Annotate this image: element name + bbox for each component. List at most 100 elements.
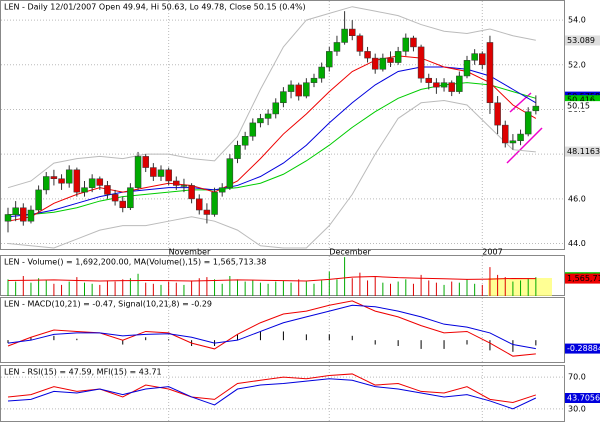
macd-frame <box>0 297 565 363</box>
candle-body <box>65 169 73 184</box>
candle-body <box>517 133 524 142</box>
candle-body <box>111 194 119 202</box>
rsi-tick-label: 30.0 <box>568 404 586 413</box>
x-tick-label: November <box>169 248 211 257</box>
value-tag: -0.28884 <box>567 344 600 353</box>
candle-body <box>356 35 364 52</box>
candle-body <box>502 124 509 144</box>
candle-body <box>387 57 394 63</box>
candle-body <box>35 189 42 211</box>
candle-body <box>73 169 81 193</box>
candle-body <box>425 77 432 83</box>
candle-body <box>4 214 12 222</box>
candle-body <box>456 75 463 92</box>
value-tag-bg <box>565 146 600 157</box>
value-tag-bg <box>565 343 600 354</box>
candle-body <box>463 60 471 77</box>
candle-body <box>142 156 149 168</box>
candle-body <box>96 178 104 186</box>
candle-body <box>188 185 195 200</box>
trend-line <box>506 127 543 164</box>
candle-body <box>264 113 272 119</box>
candle-body <box>127 187 134 209</box>
candle-body <box>295 84 302 97</box>
mfi-line <box>7 378 537 410</box>
volume-frame <box>0 255 565 296</box>
candle-body <box>119 200 126 209</box>
candle-body <box>333 42 341 52</box>
rsi-frame <box>0 365 565 422</box>
overlay-line <box>7 55 537 222</box>
x-tick-label: 2007 <box>482 248 502 257</box>
value-tag: 43.7056 <box>567 393 600 402</box>
candle-body <box>180 185 188 187</box>
candle-body <box>157 169 165 177</box>
candle-body <box>12 207 19 215</box>
candle-body <box>448 82 455 92</box>
chart-title: LEN - Daily 12/01/2007 Open 49.94, Hi 50… <box>4 3 306 12</box>
value-tag-bg <box>565 392 600 403</box>
candle-body <box>280 91 287 104</box>
x-tick-label: December <box>329 248 371 257</box>
candle-body <box>88 178 96 188</box>
candle-body <box>165 169 172 182</box>
candle-body <box>310 77 318 83</box>
candle-body <box>486 42 494 104</box>
candle-body <box>81 187 88 193</box>
candle-body <box>196 198 203 211</box>
rsi-tick-label: 70.0 <box>568 373 586 382</box>
value-tag-bg <box>565 95 600 106</box>
candle-body <box>326 51 333 68</box>
candle-body <box>20 207 27 222</box>
candle-body <box>50 176 58 179</box>
value-tag-bg <box>565 35 600 46</box>
candle-body <box>150 167 157 177</box>
y-tick-label: 44.0 <box>568 239 586 248</box>
candle-body <box>394 51 402 63</box>
candle-body <box>471 53 478 61</box>
candle-body <box>509 140 517 144</box>
overlay-line <box>7 6 536 189</box>
volume-title: LEN - Volume() = 1,692,200.00, MA(Volume… <box>4 258 266 267</box>
value-tag: 50.15 <box>567 102 590 111</box>
candle-body <box>341 28 348 43</box>
candle-body <box>241 136 249 146</box>
candle-body <box>417 46 425 79</box>
candle-body <box>211 191 218 215</box>
candle-body <box>532 105 540 112</box>
candle-body <box>104 185 111 195</box>
candle-body <box>402 37 410 52</box>
candle-body <box>287 84 295 92</box>
candle-body <box>410 37 417 48</box>
macd-title: LEN - MACD(10,21) = -0.47, Signal(10,21,… <box>4 300 212 309</box>
value-tag: 50.416 <box>567 96 595 105</box>
y-tick-label: 54.0 <box>568 16 586 25</box>
candle-body <box>134 156 142 188</box>
candle-body <box>364 51 371 59</box>
signal-line <box>7 304 536 350</box>
candle-body <box>433 82 440 88</box>
candle-body <box>379 57 387 70</box>
value-tag: 1,565,713 <box>567 274 600 283</box>
volume-ma-line <box>7 276 536 282</box>
candle-body <box>43 176 50 191</box>
price-frame <box>0 0 565 250</box>
candle-body <box>234 144 241 159</box>
candle-body <box>524 111 532 135</box>
candle-body <box>218 187 226 193</box>
candle-body <box>173 180 180 186</box>
candle-body <box>257 118 264 124</box>
candle-body <box>479 53 486 66</box>
candle-body <box>371 57 379 70</box>
candle-body <box>58 178 65 184</box>
candle-body <box>440 82 448 88</box>
value-tag-bg <box>565 101 600 112</box>
value-tag: 48.1163 <box>567 147 600 156</box>
candle-body <box>318 66 325 79</box>
y-tick-label: 46.0 <box>568 194 586 203</box>
overlay-line <box>7 100 536 249</box>
y-tick-label: 52.0 <box>568 60 586 69</box>
candle-body <box>27 209 35 222</box>
value-tag: 53.089 <box>567 36 595 45</box>
